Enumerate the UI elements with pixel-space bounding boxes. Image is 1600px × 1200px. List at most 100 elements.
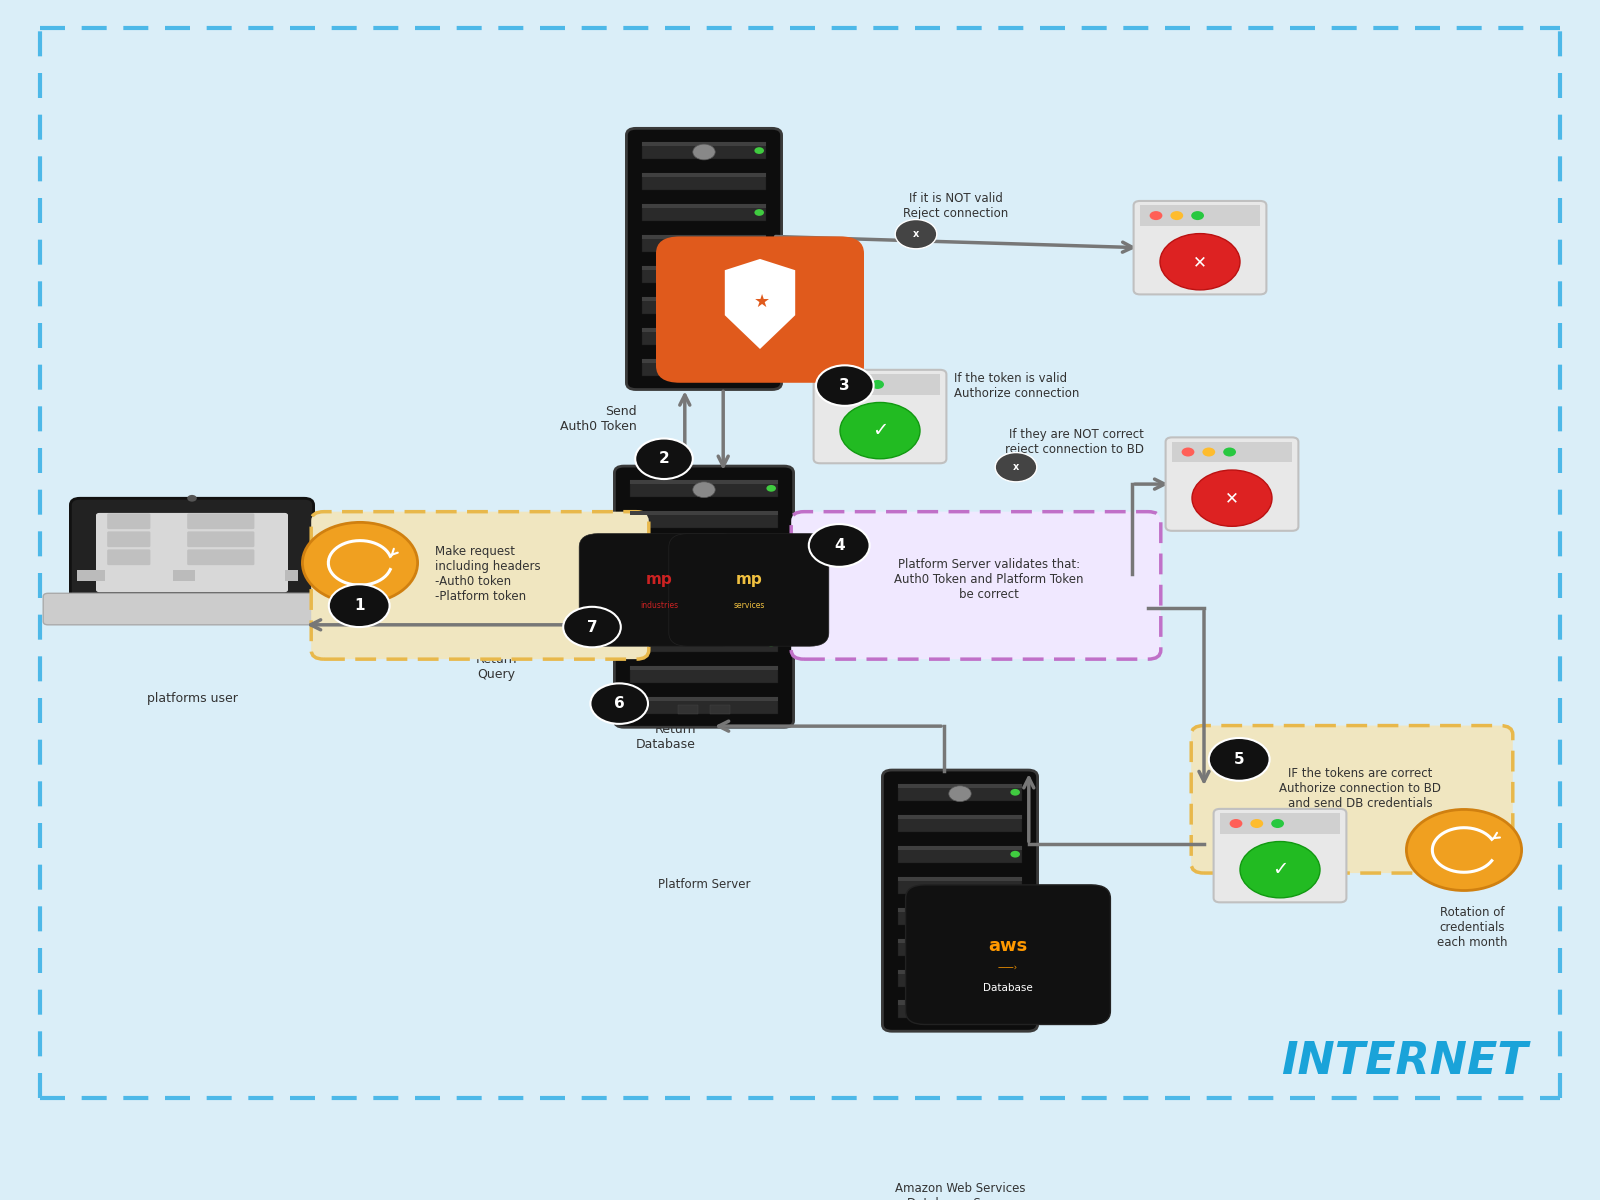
Bar bbox=[643, 235, 766, 239]
Bar bbox=[643, 142, 766, 160]
Text: If it is NOT valid
Reject connection: If it is NOT valid Reject connection bbox=[904, 192, 1008, 220]
Bar bbox=[630, 696, 778, 714]
FancyBboxPatch shape bbox=[1214, 809, 1347, 902]
Text: industries: industries bbox=[640, 601, 678, 610]
Bar bbox=[1171, 442, 1293, 462]
FancyBboxPatch shape bbox=[906, 884, 1110, 1025]
Bar bbox=[899, 1001, 1022, 1004]
FancyBboxPatch shape bbox=[1190, 726, 1514, 874]
Bar bbox=[710, 367, 730, 376]
Text: IF the tokens are correct
Authorize connection to BD
and send DB credentials: IF the tokens are correct Authorize conn… bbox=[1278, 767, 1442, 810]
FancyBboxPatch shape bbox=[107, 532, 150, 547]
Bar bbox=[630, 511, 778, 515]
Bar bbox=[934, 1009, 954, 1018]
Circle shape bbox=[755, 302, 765, 308]
Circle shape bbox=[816, 365, 874, 406]
Text: Database: Database bbox=[982, 984, 1034, 994]
Circle shape bbox=[995, 452, 1037, 482]
Text: services: services bbox=[733, 601, 765, 610]
Circle shape bbox=[693, 144, 715, 160]
Circle shape bbox=[1149, 211, 1162, 220]
Circle shape bbox=[755, 209, 765, 216]
FancyBboxPatch shape bbox=[107, 514, 150, 529]
FancyBboxPatch shape bbox=[43, 593, 341, 625]
Text: Send
Auth0 Token: Send Auth0 Token bbox=[560, 406, 637, 433]
Bar bbox=[77, 570, 104, 581]
Circle shape bbox=[766, 547, 776, 553]
Text: x: x bbox=[1013, 462, 1019, 473]
Bar bbox=[630, 541, 778, 546]
Bar bbox=[643, 328, 766, 344]
Text: Make request
including headers
-Auth0 token
-Platform token: Make request including headers -Auth0 to… bbox=[435, 545, 541, 604]
FancyBboxPatch shape bbox=[1166, 437, 1299, 530]
Bar bbox=[899, 877, 1022, 881]
Polygon shape bbox=[725, 259, 795, 349]
Text: ✓: ✓ bbox=[872, 421, 888, 440]
Text: 6: 6 bbox=[614, 696, 624, 712]
Circle shape bbox=[896, 220, 938, 248]
Circle shape bbox=[1230, 820, 1243, 828]
Circle shape bbox=[1251, 820, 1264, 828]
Bar bbox=[643, 296, 766, 314]
Bar bbox=[966, 1009, 986, 1018]
Text: ★: ★ bbox=[754, 293, 770, 311]
Text: Auth0 server
validates token received: Auth0 server validates token received bbox=[632, 540, 776, 569]
Text: 5: 5 bbox=[1234, 752, 1245, 767]
Circle shape bbox=[187, 494, 197, 502]
FancyBboxPatch shape bbox=[187, 550, 254, 565]
Bar bbox=[643, 328, 766, 332]
Bar bbox=[899, 970, 1022, 986]
Bar bbox=[630, 511, 778, 528]
Bar bbox=[630, 572, 778, 589]
Circle shape bbox=[1011, 788, 1021, 796]
Circle shape bbox=[1171, 211, 1184, 220]
Bar bbox=[630, 604, 778, 620]
Text: 7: 7 bbox=[587, 619, 597, 635]
FancyBboxPatch shape bbox=[627, 128, 782, 390]
Circle shape bbox=[1011, 851, 1021, 858]
Bar bbox=[899, 938, 1022, 955]
Bar bbox=[643, 142, 766, 146]
FancyBboxPatch shape bbox=[669, 534, 829, 647]
Text: 4: 4 bbox=[834, 538, 845, 553]
FancyBboxPatch shape bbox=[614, 466, 794, 727]
FancyBboxPatch shape bbox=[107, 550, 150, 565]
Bar bbox=[899, 784, 1022, 788]
Bar bbox=[643, 204, 766, 209]
Bar bbox=[899, 907, 1022, 912]
FancyBboxPatch shape bbox=[310, 511, 650, 659]
Bar bbox=[678, 704, 698, 714]
Bar bbox=[710, 704, 730, 714]
Circle shape bbox=[766, 485, 776, 492]
Bar bbox=[630, 604, 778, 608]
Text: mp: mp bbox=[736, 572, 762, 587]
Bar bbox=[899, 1001, 1022, 1018]
Bar bbox=[630, 666, 778, 670]
Bar bbox=[630, 480, 778, 484]
Bar bbox=[678, 367, 698, 376]
Text: Tokens expire
every 24 hours: Tokens expire every 24 hours bbox=[198, 542, 293, 570]
Text: ✓: ✓ bbox=[1272, 860, 1288, 880]
Bar bbox=[630, 635, 778, 652]
Circle shape bbox=[949, 786, 971, 802]
Bar bbox=[630, 696, 778, 701]
FancyBboxPatch shape bbox=[96, 512, 288, 592]
Circle shape bbox=[1190, 211, 1205, 220]
Circle shape bbox=[302, 522, 418, 604]
Text: Platform Server: Platform Server bbox=[658, 878, 750, 892]
Circle shape bbox=[840, 402, 920, 458]
Bar bbox=[643, 173, 766, 190]
Circle shape bbox=[330, 584, 390, 628]
Bar bbox=[899, 846, 1022, 850]
Circle shape bbox=[1160, 234, 1240, 290]
Circle shape bbox=[1272, 820, 1285, 828]
FancyBboxPatch shape bbox=[187, 514, 254, 529]
Text: Amazon Web Services
Databases Server: Amazon Web Services Databases Server bbox=[894, 1182, 1026, 1200]
Bar bbox=[1139, 205, 1261, 226]
FancyBboxPatch shape bbox=[790, 511, 1162, 659]
FancyBboxPatch shape bbox=[1134, 200, 1267, 294]
Circle shape bbox=[1210, 738, 1270, 781]
Text: x: x bbox=[914, 229, 918, 239]
Text: platforms user: platforms user bbox=[147, 692, 237, 706]
Text: If the token is valid
Authorize connection: If the token is valid Authorize connecti… bbox=[954, 372, 1078, 400]
